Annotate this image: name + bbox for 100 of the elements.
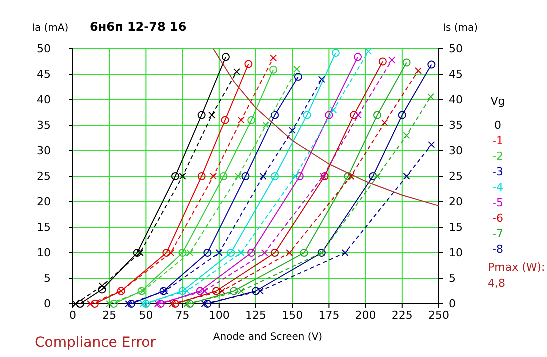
- line-series: [213, 48, 440, 207]
- y-tick-label: 5: [44, 272, 51, 286]
- point: [140, 300, 147, 308]
- y-tick-label: 10: [37, 246, 51, 260]
- text: -2: [492, 150, 504, 163]
- point: [212, 287, 220, 296]
- point: [244, 60, 253, 68]
- y-tick-label: 45: [37, 68, 51, 82]
- point: [76, 300, 84, 308]
- point: [233, 68, 240, 76]
- text: -5: [492, 196, 504, 210]
- point: [354, 53, 362, 62]
- point: [303, 111, 312, 120]
- point: [227, 249, 236, 257]
- point: [136, 250, 144, 256]
- text: -3: [492, 166, 504, 178]
- point: [270, 54, 278, 62]
- point: [184, 288, 191, 295]
- point: [248, 249, 256, 257]
- point: [110, 300, 118, 308]
- point: [201, 300, 208, 308]
- y-tick-label: 30: [37, 144, 51, 158]
- point: [204, 249, 212, 257]
- y2-tick-label: 50: [449, 42, 463, 56]
- point: [222, 53, 230, 62]
- point: [90, 300, 99, 308]
- x-tick-label: 225: [392, 308, 413, 322]
- x-tick-label: 150: [282, 308, 304, 322]
- point: [87, 300, 94, 308]
- point: [428, 60, 436, 69]
- point: [234, 173, 242, 180]
- x-tick-label: 100: [208, 308, 230, 322]
- point: [262, 122, 270, 129]
- point: [271, 111, 280, 120]
- x-tick-label: 125: [246, 308, 266, 322]
- point: [133, 249, 142, 257]
- point: [238, 250, 245, 256]
- y-tick-label: 25: [37, 170, 51, 184]
- y2-tick-label: 20: [449, 196, 463, 209]
- y2-axis-title: Is (ma): [443, 23, 478, 34]
- x-tick-label: 175: [318, 308, 340, 322]
- point: [271, 172, 280, 180]
- y-tick-label: 0: [44, 298, 51, 311]
- y2-tick-label: 15: [449, 221, 463, 234]
- point: [374, 173, 382, 180]
- y2-tick-label: 35: [449, 119, 463, 132]
- legend-title: Vg: [490, 95, 506, 108]
- point: [178, 287, 187, 296]
- point: [242, 172, 250, 180]
- point: [198, 172, 206, 180]
- point: [354, 112, 362, 119]
- point: [98, 282, 106, 290]
- point: [292, 173, 300, 180]
- point: [106, 300, 114, 308]
- point: [169, 300, 176, 308]
- point: [296, 172, 304, 180]
- point: [220, 172, 228, 180]
- point: [286, 250, 294, 256]
- text: -4: [492, 181, 504, 194]
- point: [378, 58, 387, 66]
- point: [198, 111, 206, 120]
- point: [342, 250, 349, 256]
- point: [171, 300, 180, 308]
- point: [184, 300, 191, 308]
- point: [350, 111, 358, 120]
- point: [160, 287, 168, 296]
- x-tick-label: 0: [70, 308, 76, 322]
- point: [208, 112, 216, 119]
- point: [289, 127, 296, 134]
- point: [186, 250, 194, 256]
- point: [196, 287, 204, 296]
- point: [179, 173, 186, 180]
- y2-tick-label: 30: [449, 144, 463, 158]
- point: [325, 111, 334, 120]
- point: [178, 249, 187, 257]
- point: [204, 300, 212, 308]
- x-tick-label: 25: [102, 308, 117, 322]
- point: [256, 288, 264, 295]
- point: [330, 106, 338, 114]
- point: [201, 288, 208, 295]
- point: [261, 250, 268, 256]
- point: [230, 287, 238, 296]
- text: -6: [492, 212, 504, 225]
- point: [300, 249, 308, 257]
- point: [344, 172, 352, 180]
- point: [403, 132, 410, 140]
- point: [168, 250, 175, 256]
- y-axis-title: Ia (mA): [32, 23, 69, 34]
- point: [125, 300, 132, 308]
- y-tick-label: 40: [37, 94, 51, 107]
- text: Compliance Error: [35, 335, 156, 351]
- y2-tick-label: 0: [449, 298, 456, 311]
- point: [398, 111, 406, 120]
- point: [210, 173, 218, 180]
- point: [270, 66, 278, 74]
- point: [403, 173, 410, 180]
- point: [162, 249, 171, 257]
- point: [98, 286, 106, 294]
- point: [186, 300, 194, 308]
- text: -7: [492, 228, 504, 240]
